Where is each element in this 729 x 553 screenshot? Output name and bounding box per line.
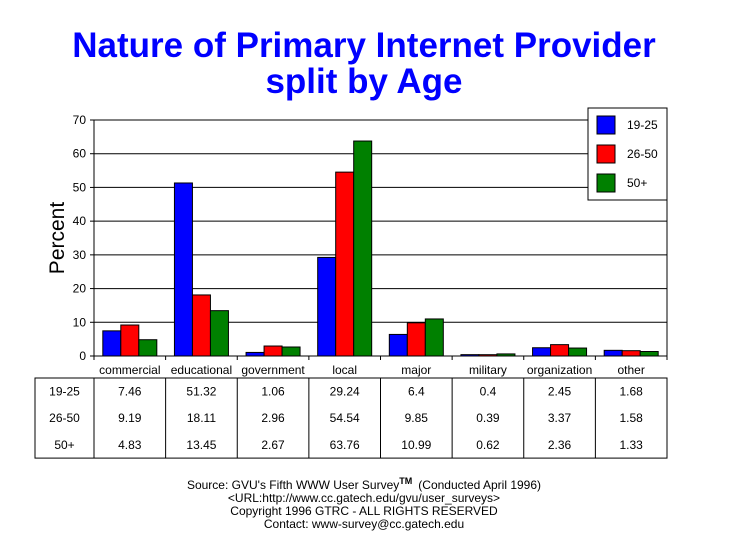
table-cell: 29.24 (330, 384, 360, 398)
y-tick-label: 0 (79, 349, 86, 363)
y-tick-label: 20 (73, 282, 87, 296)
bar-19-25-military (460, 354, 480, 357)
table-cell: 1.33 (620, 438, 644, 452)
table-cell: 18.11 (187, 411, 216, 425)
table-cell: 6.4 (408, 384, 425, 398)
footer-source-line: Source: GVU's Fifth WWW User SurveyTM (Co… (187, 476, 541, 492)
y-tick-label: 40 (73, 214, 87, 228)
legend-swatch (596, 144, 616, 164)
footer-source: Source: GVU's Fifth WWW User Survey (187, 478, 399, 492)
bar-19-25-commercial (102, 330, 122, 357)
x-tick-label: commercial (99, 363, 160, 377)
footer-url: <URL:http://www.cc.gatech.edu/gvu/user_s… (228, 491, 500, 505)
table-cell: 1.68 (620, 384, 644, 398)
table-cell: 10.99 (401, 438, 431, 452)
bar-26-50-commercial (120, 324, 140, 357)
bar-19-25-local (317, 256, 337, 357)
table-cell: 3.37 (548, 411, 572, 425)
bar-50+-major (424, 318, 444, 357)
x-tick-label: other (618, 363, 645, 377)
bar-50+-military (496, 353, 516, 357)
table-cell: 1.58 (620, 411, 644, 425)
legend-swatch (596, 173, 616, 193)
chart-subtitle: split by Age (265, 62, 462, 101)
bar-50+-local (353, 140, 373, 357)
table-cell: 4.83 (118, 438, 142, 452)
legend-label: 50+ (627, 176, 647, 190)
footer-conducted: (Conducted April 1996) (418, 478, 541, 492)
legend-swatch (596, 115, 616, 135)
x-tick-label: educational (171, 363, 232, 377)
table-cell: 54.54 (330, 411, 360, 425)
table-cell: 2.96 (261, 411, 285, 425)
chart-title: Nature of Primary Internet Provider (72, 26, 656, 65)
table-cell: 7.46 (118, 384, 142, 398)
bar-50+-educational (209, 310, 229, 357)
bar-50+-organization (568, 347, 588, 357)
bar-19-25-major (388, 333, 408, 357)
table-cell: 0.39 (476, 411, 500, 425)
bar-26-50-other (621, 350, 641, 357)
bar-19-25-organization (532, 347, 552, 357)
footer-copyright: Copyright 1996 GTRC - ALL RIGHTS RESERVE… (230, 504, 498, 518)
legend-label: 19-25 (627, 118, 658, 132)
table-cell: 0.62 (476, 438, 500, 452)
x-tick-label: major (401, 363, 431, 377)
y-tick-label: 70 (73, 113, 87, 127)
table-row-header: 26-50 (49, 411, 80, 425)
legend-label: 26-50 (627, 147, 658, 161)
footer: Source: GVU's Fifth WWW User SurveyTM (Co… (187, 476, 541, 531)
bar-19-25-other (603, 349, 623, 357)
table-cell: 2.67 (261, 438, 285, 452)
table-cell: 0.4 (480, 384, 497, 398)
bar-26-50-military (478, 354, 498, 357)
bar-50+-other (639, 351, 659, 357)
x-tick-label: organization (527, 363, 592, 377)
bar-26-50-local (335, 171, 355, 357)
bar-50+-commercial (138, 339, 158, 357)
y-tick-label: 60 (73, 147, 87, 161)
footer-contact: Contact: www-survey@cc.gatech.edu (264, 517, 464, 531)
footer-tm: TM (399, 476, 412, 486)
bar-26-50-educational (191, 294, 211, 357)
x-tick-label: government (241, 363, 305, 377)
table-cell: 51.32 (186, 384, 216, 398)
y-tick-label: 50 (73, 180, 87, 194)
bar-19-25-educational (173, 182, 193, 357)
table-cell: 9.19 (118, 411, 142, 425)
bar-26-50-government (263, 345, 283, 357)
table-cell: 2.45 (548, 384, 572, 398)
y-axis-label: Percent (46, 202, 69, 275)
table-row-header: 19-25 (49, 384, 80, 398)
bar-26-50-organization (550, 344, 570, 357)
x-tick-label: military (469, 363, 507, 377)
table-row-header: 50+ (54, 438, 74, 452)
bar-26-50-major (406, 322, 426, 357)
table-cell: 9.85 (405, 411, 429, 425)
bar-19-25-government (245, 351, 265, 357)
bar-50+-government (281, 346, 301, 357)
table-cell: 2.36 (548, 438, 572, 452)
table-cell: 63.76 (330, 438, 360, 452)
x-tick-label: local (332, 363, 357, 377)
y-tick-label: 30 (73, 248, 87, 262)
table-cell: 1.06 (261, 384, 285, 398)
y-tick-label: 10 (73, 315, 87, 329)
table-cell: 13.45 (186, 438, 216, 452)
